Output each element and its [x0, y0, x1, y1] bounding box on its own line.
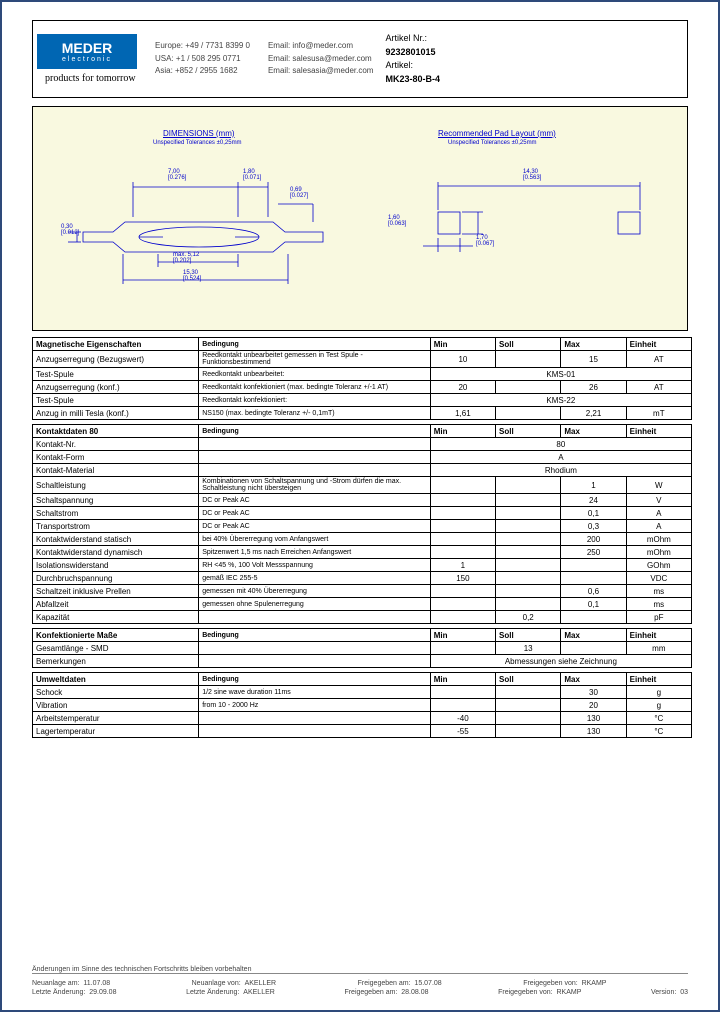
th-param: Konfektionierte Maße — [33, 629, 199, 642]
th-min: Min — [430, 425, 495, 438]
th-cond: Bedingung — [199, 629, 431, 642]
table-row: Kapazität0,2pF — [33, 611, 692, 624]
contact-tel: Europe: +49 / 7731 8399 0 USA: +1 / 508 … — [155, 40, 250, 78]
logo-sub: electronic — [47, 56, 127, 63]
table-row: TransportstromDC or Peak AC0,3A — [33, 520, 692, 533]
table-t4: UmweltdatenBedingungMinSollMaxEinheitSch… — [32, 672, 692, 738]
contact-email: Email: info@meder.com Email: salesusa@me… — [268, 40, 374, 78]
th-max: Max — [561, 425, 626, 438]
th-soll: Soll — [496, 673, 561, 686]
component-drawing — [63, 162, 373, 312]
th-unit: Einheit — [626, 629, 691, 642]
table-row: Schaltzeit inklusive Prellengemessen mit… — [33, 585, 692, 598]
th-unit: Einheit — [626, 425, 691, 438]
diagram: DIMENSIONS (mm) Unspecified Tolerances ±… — [32, 106, 688, 331]
header: MEDER electronic products for tomorrow E… — [32, 20, 688, 98]
th-param: Kontaktdaten 80 — [33, 425, 199, 438]
th-soll: Soll — [496, 629, 561, 642]
logo: MEDER electronic — [37, 34, 137, 69]
usa-email: Email: salesusa@meder.com — [268, 53, 374, 66]
table-row: Schock1/2 sine wave duration 11ms30g — [33, 686, 692, 699]
th-unit: Einheit — [626, 673, 691, 686]
table-row: Gesamtlänge - SMD13mm — [33, 642, 692, 655]
asia-tel: Asia: +852 / 2955 1682 — [155, 65, 250, 78]
europe-tel: Europe: +49 / 7731 8399 0 — [155, 40, 250, 53]
table-row: SchaltstromDC or Peak AC0,1A — [33, 507, 692, 520]
table-row: Vibrationfrom 10 - 2000 Hz20g — [33, 699, 692, 712]
table-t2: Kontaktdaten 80BedingungMinSollMaxEinhei… — [32, 424, 692, 624]
table-row: Kontaktwiderstand statischbei 40% Überer… — [33, 533, 692, 546]
th-param: Magnetische Eigenschaften — [33, 338, 199, 351]
disclaimer: Änderungen im Sinne des technischen Fort… — [32, 966, 688, 973]
footer-row-2: Letzte Änderung: 29.09.08 Letzte Änderun… — [32, 989, 688, 996]
th-param: Umweltdaten — [33, 673, 199, 686]
table-row: IsolationswiderstandRH <45 %, 100 Volt M… — [33, 559, 692, 572]
diag-title-right: Recommended Pad Layout (mm) — [438, 129, 556, 138]
logo-block: MEDER electronic products for tomorrow — [37, 34, 137, 84]
europe-email: Email: info@meder.com — [268, 40, 374, 53]
th-soll: Soll — [496, 425, 561, 438]
th-max: Max — [561, 673, 626, 686]
spec-tables: Magnetische EigenschaftenBedingungMinSol… — [2, 337, 718, 738]
pad-layout-drawing — [418, 162, 668, 282]
th-cond: Bedingung — [199, 673, 431, 686]
diag-title-left: DIMENSIONS (mm) — [163, 129, 235, 138]
article-info: Artikel Nr.: 9232801015 Artikel: MK23-80… — [385, 32, 440, 86]
footer: Änderungen im Sinne des technischen Fort… — [32, 966, 688, 996]
th-max: Max — [561, 338, 626, 351]
table-row: BemerkungenAbmessungen siehe Zeichnung — [33, 655, 692, 668]
table-row: Arbeitstemperatur-40130°C — [33, 712, 692, 725]
article-name: MK23-80-B-4 — [385, 73, 440, 87]
table-t1: Magnetische EigenschaftenBedingungMinSol… — [32, 337, 692, 420]
th-cond: Bedingung — [199, 338, 431, 351]
th-soll: Soll — [496, 338, 561, 351]
th-max: Max — [561, 629, 626, 642]
table-row: Test-SpuleReedkontakt unbearbeitet:KMS-0… — [33, 368, 692, 381]
th-min: Min — [430, 629, 495, 642]
table-row: Anzugserregung (Bezugswert)Reedkontakt u… — [33, 351, 692, 368]
table-row: SchaltleistungKombinationen von Schaltsp… — [33, 477, 692, 494]
article-num-label: Artikel Nr.: — [385, 32, 440, 46]
table-row: Abfallzeitgemessen ohne Spulenerregung0,… — [33, 598, 692, 611]
table-row: Lagertemperatur-55130°C — [33, 725, 692, 738]
table-row: Kontakt-FormA — [33, 451, 692, 464]
logo-text: MEDER — [62, 40, 113, 56]
table-row: Kontakt-MaterialRhodium — [33, 464, 692, 477]
table-row: Kontaktwiderstand dynamischSpitzenwert 1… — [33, 546, 692, 559]
usa-tel: USA: +1 / 508 295 0771 — [155, 53, 250, 66]
table-row: Test-SpuleReedkontakt konfektioniert:KMS… — [33, 394, 692, 407]
slogan: products for tomorrow — [45, 73, 137, 84]
th-min: Min — [430, 338, 495, 351]
table-row: Kontakt-Nr.80 — [33, 438, 692, 451]
article-num: 9232801015 — [385, 46, 440, 60]
asia-email: Email: salesasia@meder.com — [268, 65, 374, 78]
diag-sub-left: Unspecified Tolerances ±0,25mm — [153, 140, 242, 146]
footer-row-1: Neuanlage am: 11.07.08 Neuanlage von: AK… — [32, 980, 688, 987]
table-t3: Konfektionierte MaßeBedingungMinSollMaxE… — [32, 628, 692, 668]
th-unit: Einheit — [626, 338, 691, 351]
table-row: SchaltspannungDC or Peak AC24V — [33, 494, 692, 507]
table-row: Anzug in milli Tesla (konf.)NS150 (max. … — [33, 407, 692, 420]
diag-sub-right: Unspecified Tolerances ±0,25mm — [448, 140, 537, 146]
table-row: Anzugserregung (konf.)Reedkontakt konfek… — [33, 381, 692, 394]
article-name-label: Artikel: — [385, 59, 440, 73]
th-min: Min — [430, 673, 495, 686]
th-cond: Bedingung — [199, 425, 431, 438]
table-row: Durchbruchspannunggemäß IEC 255-5150VDC — [33, 572, 692, 585]
